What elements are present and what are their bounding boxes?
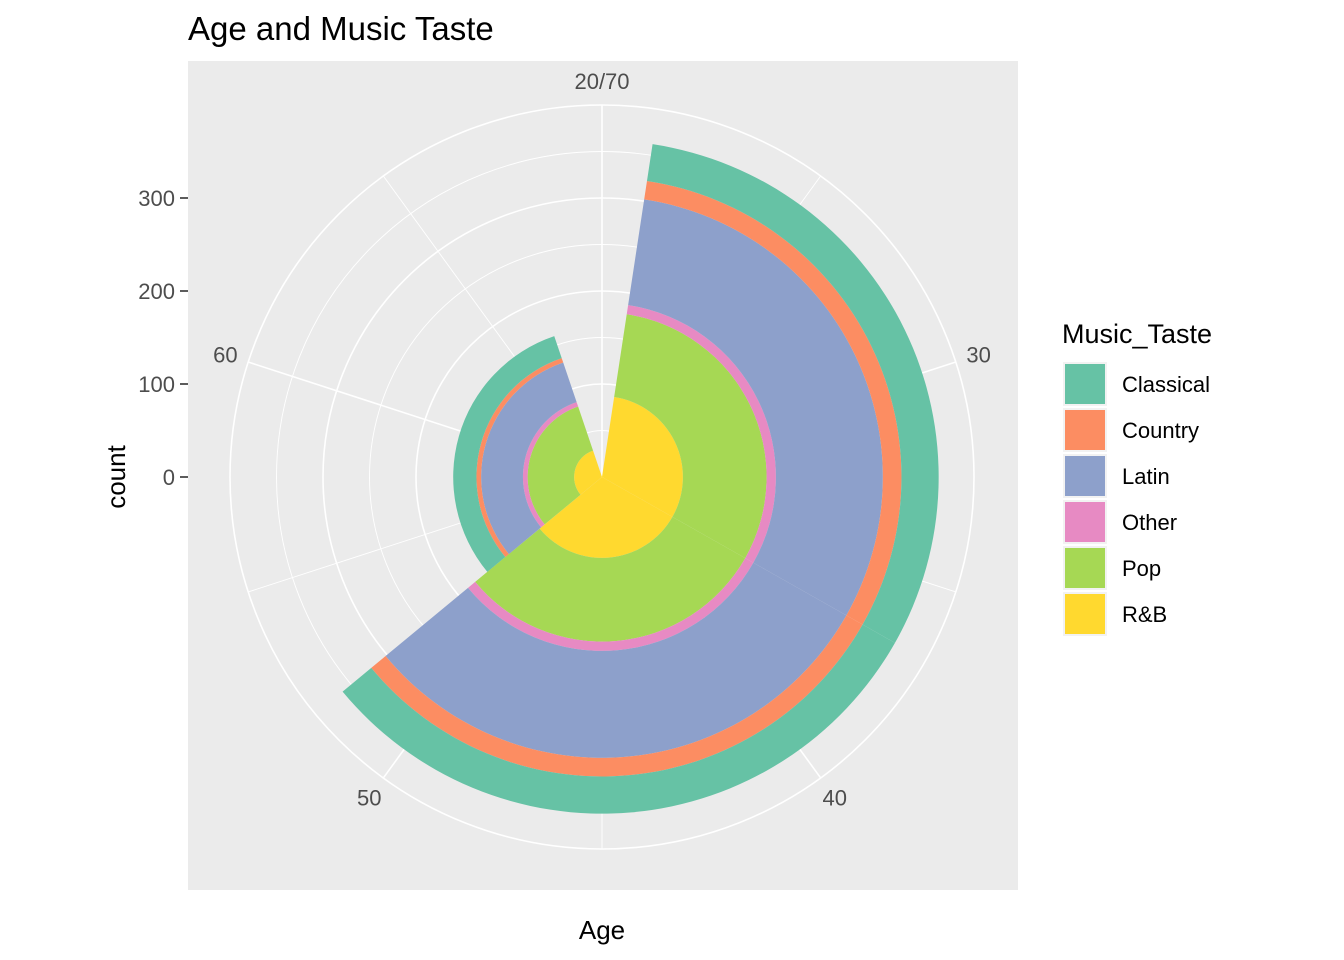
y-axis-title: count xyxy=(101,444,131,508)
age-tick-label: 30 xyxy=(966,343,990,368)
x-axis-title: Age xyxy=(579,915,625,945)
bar-segment-pop xyxy=(614,314,767,559)
legend-label-pop: Pop xyxy=(1122,556,1161,581)
legend-label-country: Country xyxy=(1122,418,1199,443)
bar-segments xyxy=(342,144,939,814)
bar-segment-country xyxy=(644,180,902,625)
bar-segment-classical xyxy=(646,144,939,643)
count-axis: 0 100 200 300 xyxy=(138,186,188,490)
legend-swatch-pop xyxy=(1065,548,1105,588)
bar-segment-latin xyxy=(481,362,577,555)
chart-title: Age and Music Taste xyxy=(188,10,494,47)
bar-segment-other xyxy=(522,402,579,528)
bar-segment-country xyxy=(476,358,564,558)
count-tick-label: 100 xyxy=(138,372,175,397)
legend-label-other: Other xyxy=(1122,510,1177,535)
bar-segment-latin xyxy=(628,199,883,616)
bar-segment-pop xyxy=(527,406,594,525)
legend-label-latin: Latin xyxy=(1122,464,1170,489)
age-tick-label: 20/70 xyxy=(574,69,629,94)
count-tick-label: 300 xyxy=(138,186,175,211)
bar-segment-other xyxy=(468,558,754,651)
age-tick-label: 60 xyxy=(213,343,237,368)
bar-segment-classical xyxy=(342,624,895,814)
legend-swatch-latin xyxy=(1065,456,1105,496)
legend-label-r-b: R&B xyxy=(1122,602,1167,627)
legend-swatch-country xyxy=(1065,410,1105,450)
legend-label-classical: Classical xyxy=(1122,372,1210,397)
legend-swatch-r-b xyxy=(1065,594,1105,634)
age-tick-labels: 20/70 30 40 50 60 xyxy=(213,69,991,810)
bar-segment-classical xyxy=(453,336,562,572)
bar-segment-other xyxy=(626,305,776,563)
bar-segment-r-b xyxy=(602,397,683,517)
age-tick-label: 50 xyxy=(357,785,381,810)
bar-segment-pop xyxy=(475,516,746,642)
legend-swatch-classical xyxy=(1065,364,1105,404)
bar-segment-country xyxy=(371,615,863,777)
bar-segment-r-b xyxy=(574,450,602,495)
legend-title: Music_Taste xyxy=(1062,319,1212,349)
bar-segment-latin xyxy=(385,562,847,758)
bar-segment-r-b xyxy=(539,477,673,558)
count-tick-label: 200 xyxy=(138,279,175,304)
count-tick-label: 0 xyxy=(163,465,175,490)
age-tick-label: 40 xyxy=(823,785,847,810)
legend-swatch-other xyxy=(1065,502,1105,542)
legend: Music_Taste Classical Country Latin Other Po… xyxy=(1062,319,1212,636)
